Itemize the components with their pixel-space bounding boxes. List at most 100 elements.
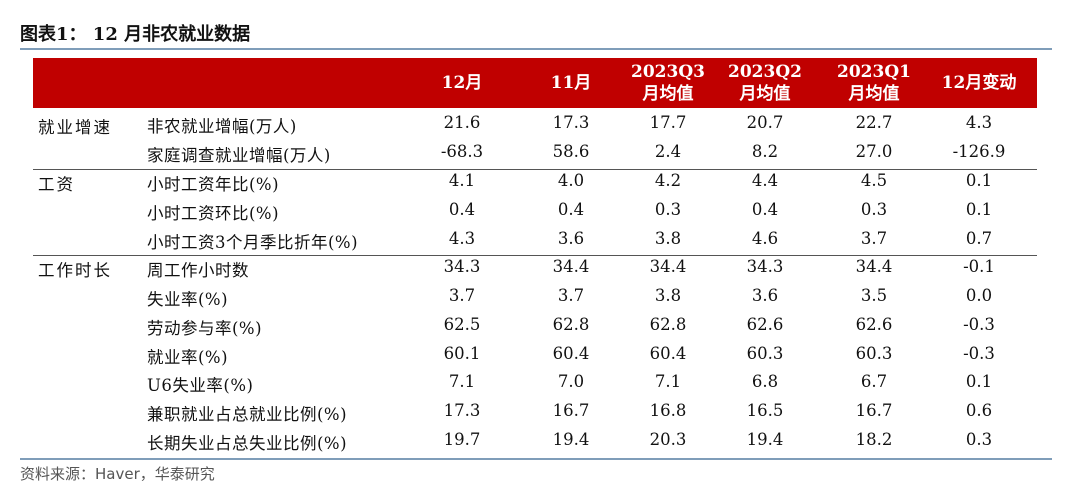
- cell-value: 34.4: [552, 257, 590, 276]
- row-label: 小时工资环比(%): [147, 204, 280, 223]
- cell-value: 22.7: [855, 113, 893, 132]
- header-line2: 月均值: [642, 84, 694, 104]
- cell-value: 3.6: [751, 286, 779, 305]
- cell-value: 3.7: [448, 286, 476, 305]
- header-cell: 2023Q1 月均值: [824, 58, 924, 108]
- cell-value: -0.1: [963, 257, 995, 276]
- cell-value: 19.7: [443, 430, 481, 449]
- cell-value: 3.5: [860, 286, 888, 305]
- cell-value: 4.6: [751, 229, 779, 248]
- cell-value: 3.7: [557, 286, 585, 305]
- category-label: 工作时长: [38, 261, 112, 280]
- cell-value: 0.0: [965, 286, 993, 305]
- row-label: 家庭调查就业增幅(万人): [147, 146, 331, 165]
- top-rule: [20, 48, 1052, 50]
- header-line2: 月均值: [739, 84, 791, 104]
- table-header: 12月 11月 2023Q3 月均值 2023Q2 月均值 2023Q1 月均值…: [33, 58, 1037, 108]
- cell-value: 3.6: [557, 229, 585, 248]
- cell-value: 34.4: [855, 257, 893, 276]
- cell-value: 19.4: [552, 430, 590, 449]
- cell-value: 58.6: [552, 142, 590, 161]
- cell-value: 27.0: [855, 142, 893, 161]
- table-row: 就业率(%) 60.1 60.4 60.4 60.3 60.3 -0.3: [0, 340, 1080, 369]
- header-line1: 2023Q1: [837, 62, 911, 82]
- cell-value: 0.1: [965, 372, 993, 391]
- section-divider: [33, 169, 1037, 170]
- header-line1: 11月: [550, 73, 592, 93]
- cell-value: 4.5: [860, 171, 888, 190]
- row-label: 长期失业占总失业比例(%): [147, 434, 348, 453]
- table-row: 兼职就业占总就业比例(%) 17.3 16.7 16.8 16.5 16.7 0…: [0, 397, 1080, 426]
- cell-value: 4.2: [654, 171, 682, 190]
- cell-value: -0.3: [963, 315, 995, 334]
- row-label: 失业率(%): [147, 290, 229, 309]
- row-label: 小时工资年比(%): [147, 175, 280, 194]
- cell-value: 0.3: [654, 200, 682, 219]
- cell-value: 6.7: [860, 372, 888, 391]
- cell-value: 18.2: [855, 430, 893, 449]
- cell-value: 20.7: [746, 113, 784, 132]
- cell-value: 17.3: [552, 113, 590, 132]
- cell-value: 16.7: [855, 401, 893, 420]
- cell-value: 62.6: [855, 315, 893, 334]
- cell-value: 21.6: [443, 113, 481, 132]
- cell-value: 60.4: [552, 344, 590, 363]
- category-label: 就业增速: [38, 118, 112, 137]
- cell-value: 4.3: [448, 229, 476, 248]
- cell-value: 0.7: [965, 229, 993, 248]
- table-row: 家庭调查就业增幅(万人) -68.3 58.6 2.4 8.2 27.0 -12…: [0, 138, 1080, 167]
- source-note: 资料来源：Haver，华泰研究: [20, 465, 215, 483]
- cell-value: 60.3: [746, 344, 784, 363]
- cell-value: 4.3: [965, 113, 993, 132]
- cell-value: 17.3: [443, 401, 481, 420]
- cell-value: 0.6: [965, 401, 993, 420]
- table-row: 小时工资3个月季比折年(%) 4.3 3.6 3.8 4.6 3.7 0.7: [0, 225, 1080, 254]
- table-row: 周工作小时数 34.3 34.4 34.4 34.3 34.4 -0.1: [0, 253, 1080, 282]
- table-row: 劳动参与率(%) 62.5 62.8 62.8 62.6 62.6 -0.3: [0, 311, 1080, 340]
- header-cell: 11月: [521, 58, 621, 108]
- cell-value: 17.7: [649, 113, 687, 132]
- cell-value: 8.2: [751, 142, 779, 161]
- cell-value: 3.8: [654, 229, 682, 248]
- cell-value: 16.8: [649, 401, 687, 420]
- header-line2: 月均值: [848, 84, 900, 104]
- cell-value: 62.8: [552, 315, 590, 334]
- cell-value: 0.4: [751, 200, 779, 219]
- row-label: 劳动参与率(%): [147, 319, 263, 338]
- table-row: 小时工资环比(%) 0.4 0.4 0.3 0.4 0.3 0.1: [0, 196, 1080, 225]
- row-label: U6失业率(%): [147, 376, 254, 395]
- cell-value: 7.1: [654, 372, 682, 391]
- cell-value: 60.1: [443, 344, 481, 363]
- row-label: 小时工资3个月季比折年(%): [147, 233, 359, 252]
- row-label: 就业率(%): [147, 348, 229, 367]
- cell-value: 16.7: [552, 401, 590, 420]
- header-cell: 2023Q2 月均值: [715, 58, 815, 108]
- cell-value: 4.4: [751, 171, 779, 190]
- cell-value: 3.8: [654, 286, 682, 305]
- cell-value: 0.1: [965, 171, 993, 190]
- cell-value: 62.6: [746, 315, 784, 334]
- cell-value: 0.3: [965, 430, 993, 449]
- cell-value: 6.8: [751, 372, 779, 391]
- cell-value: 16.5: [746, 401, 784, 420]
- cell-value: 19.4: [746, 430, 784, 449]
- cell-value: 0.4: [557, 200, 585, 219]
- table-title: 图表1： 12 月非农就业数据: [20, 24, 251, 45]
- cell-value: 4.0: [557, 171, 585, 190]
- cell-value: 34.4: [649, 257, 687, 276]
- cell-value: 7.1: [448, 372, 476, 391]
- cell-value: 62.8: [649, 315, 687, 334]
- header-line1: 12月变动: [941, 73, 1017, 93]
- category-label: 工资: [38, 175, 75, 194]
- header-line1: 2023Q2: [728, 62, 802, 82]
- cell-value: 60.4: [649, 344, 687, 363]
- row-label: 非农就业增幅(万人): [147, 117, 297, 136]
- table-row: 长期失业占总失业比例(%) 19.7 19.4 20.3 19.4 18.2 0…: [0, 426, 1080, 455]
- row-label: 兼职就业占总就业比例(%): [147, 405, 348, 424]
- table-row: U6失业率(%) 7.1 7.0 7.1 6.8 6.7 0.1: [0, 368, 1080, 397]
- row-label: 周工作小时数: [147, 261, 249, 280]
- cell-value: -0.3: [963, 344, 995, 363]
- cell-value: 2.4: [654, 142, 682, 161]
- bottom-rule: [20, 458, 1052, 460]
- cell-value: -126.9: [952, 142, 1006, 161]
